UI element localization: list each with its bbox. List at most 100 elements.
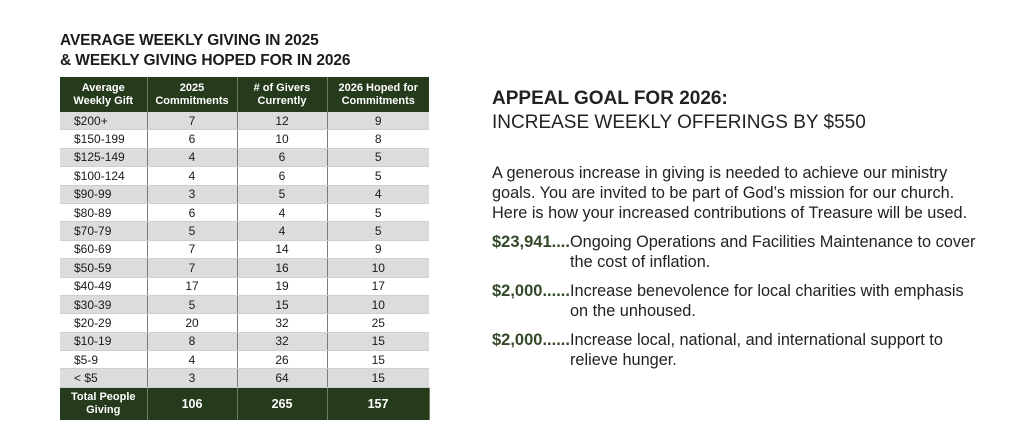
range-cell: $10-19 [60,332,148,352]
givers-cell: 12 [237,112,328,131]
table-row: $125-149 4 6 5 [60,148,429,168]
givers-cell: 16 [237,258,328,278]
contribution-list: $23,941.... Ongoing Operations and Facili… [492,232,982,370]
header-2025-commitments: 2025 Commitments [147,77,238,112]
contribution-item: $2,000...... Increase local, national, an… [492,330,982,370]
hoped-2026-cell: 5 [327,221,429,241]
commitments-2025-cell: 3 [147,368,238,388]
range-cell: $5-9 [60,350,148,370]
giving-table-section: AVERAGE WEEKLY GIVING IN 2025 & WEEKLY G… [60,31,430,420]
range-cell: $150-199 [60,129,148,149]
givers-cell: 15 [237,295,328,315]
range-cell: $200+ [60,112,148,131]
hoped-2026-cell: 5 [327,166,429,186]
commitments-2025-cell: 5 [147,295,238,315]
givers-cell: 19 [237,277,328,296]
hoped-2026-cell: 15 [327,332,429,352]
total-hoped: 157 [327,387,430,420]
contribution-amount: $2,000...... [492,331,570,349]
hoped-2026-cell: 25 [327,313,429,333]
contribution-description: Ongoing Operations and Facilities Mainte… [569,233,976,271]
commitments-2025-cell: 6 [147,203,238,223]
total-label: Total People Giving [60,387,148,420]
table-row: $20-29 20 32 25 [60,313,429,333]
commitments-2025-cell: 4 [147,148,238,168]
givers-cell: 5 [237,185,328,204]
table-body: $200+ 7 12 9 $150-199 6 10 8 $125-149 4 6 5 $100-124… [60,112,429,388]
range-cell: $80-89 [60,203,148,223]
total-givers: 265 [237,387,328,420]
commitments-2025-cell: 6 [147,129,238,149]
commitments-2025-cell: 4 [147,350,238,370]
contribution-item: $23,941.... Ongoing Operations and Facili… [492,232,982,272]
hoped-2026-cell: 8 [327,129,429,149]
range-cell: < $5 [60,368,148,388]
contribution-description: Increase benevolence for local charities… [569,282,964,320]
intro-paragraph: A generous increase in giving is needed … [492,164,968,222]
range-cell: $20-29 [60,313,148,333]
givers-cell: 14 [237,240,328,260]
contribution-item: $2,000...... Increase benevolence for loc… [492,281,982,321]
range-cell: $90-99 [60,185,148,204]
range-cell: $50-59 [60,258,148,278]
header-average-weekly-gift: Average Weekly Gift [60,77,148,112]
givers-cell: 6 [237,148,328,168]
range-cell: $30-39 [60,295,148,315]
table-row: $150-199 6 10 8 [60,129,429,149]
table-row: $80-89 6 4 5 [60,203,429,223]
hoped-2026-cell: 5 [327,148,429,168]
hoped-2026-cell: 5 [327,203,429,223]
giving-table: Average Weekly Gift 2025 Commitments # of … [60,77,430,420]
commitments-2025-cell: 5 [147,221,238,241]
table-row: $70-79 5 4 5 [60,221,429,241]
table-row: $30-39 5 15 10 [60,295,429,315]
hoped-2026-cell: 10 [327,295,429,315]
table-row: < $5 3 64 15 [60,368,429,388]
givers-cell: 32 [237,313,328,333]
table-row: $50-59 7 16 10 [60,258,429,278]
table-row: $40-49 17 19 17 [60,277,429,296]
givers-cell: 4 [237,203,328,223]
hoped-2026-cell: 17 [327,277,429,296]
hoped-2026-cell: 15 [327,368,429,388]
header-2026-hoped: 2026 Hoped for Commitments [327,77,429,112]
table-row: $90-99 3 5 4 [60,185,429,204]
commitments-2025-cell: 3 [147,185,238,204]
range-cell: $100-124 [60,166,148,186]
contribution-amount: $23,941.... [492,233,570,251]
table-row: $10-19 8 32 15 [60,332,429,352]
commitments-2025-cell: 7 [147,240,238,260]
commitments-2025-cell: 17 [147,277,238,296]
goal-subtitle: INCREASE WEEKLY OFFERINGS BY $550 [492,112,866,133]
contribution-amount: $2,000...... [492,282,570,300]
givers-cell: 64 [237,368,328,388]
givers-cell: 26 [237,350,328,370]
range-cell: $125-149 [60,148,148,168]
hoped-2026-cell: 9 [327,240,429,260]
range-cell: $60-69 [60,240,148,260]
table-row: $60-69 7 14 9 [60,240,429,260]
givers-cell: 4 [237,221,328,241]
givers-cell: 6 [237,166,328,186]
hoped-2026-cell: 15 [327,350,429,370]
appeal-goal-section: APPEAL GOAL FOR 2026: INCREASE WEEKLY OF… [492,87,982,370]
table-row: $5-9 4 26 15 [60,350,429,370]
commitments-2025-cell: 20 [147,313,238,333]
commitments-2025-cell: 4 [147,166,238,186]
range-cell: $70-79 [60,221,148,241]
header-givers-currently: # of Givers Currently [237,77,328,112]
givers-cell: 32 [237,332,328,352]
hoped-2026-cell: 9 [327,112,429,131]
range-cell: $40-49 [60,277,148,296]
commitments-2025-cell: 7 [147,258,238,278]
table-row: $200+ 7 12 9 [60,112,429,131]
goal-title: APPEAL GOAL FOR 2026: [492,88,728,109]
table-row: $100-124 4 6 5 [60,166,429,186]
contribution-description: Increase local, national, and internatio… [569,331,943,369]
table-title: AVERAGE WEEKLY GIVING IN 2025 & WEEKLY G… [60,32,351,69]
table-header-row: Average Weekly Gift 2025 Commitments # of … [60,77,429,112]
givers-cell: 10 [237,129,328,149]
commitments-2025-cell: 7 [147,112,238,131]
hoped-2026-cell: 4 [327,185,429,204]
commitments-2025-cell: 8 [147,332,238,352]
